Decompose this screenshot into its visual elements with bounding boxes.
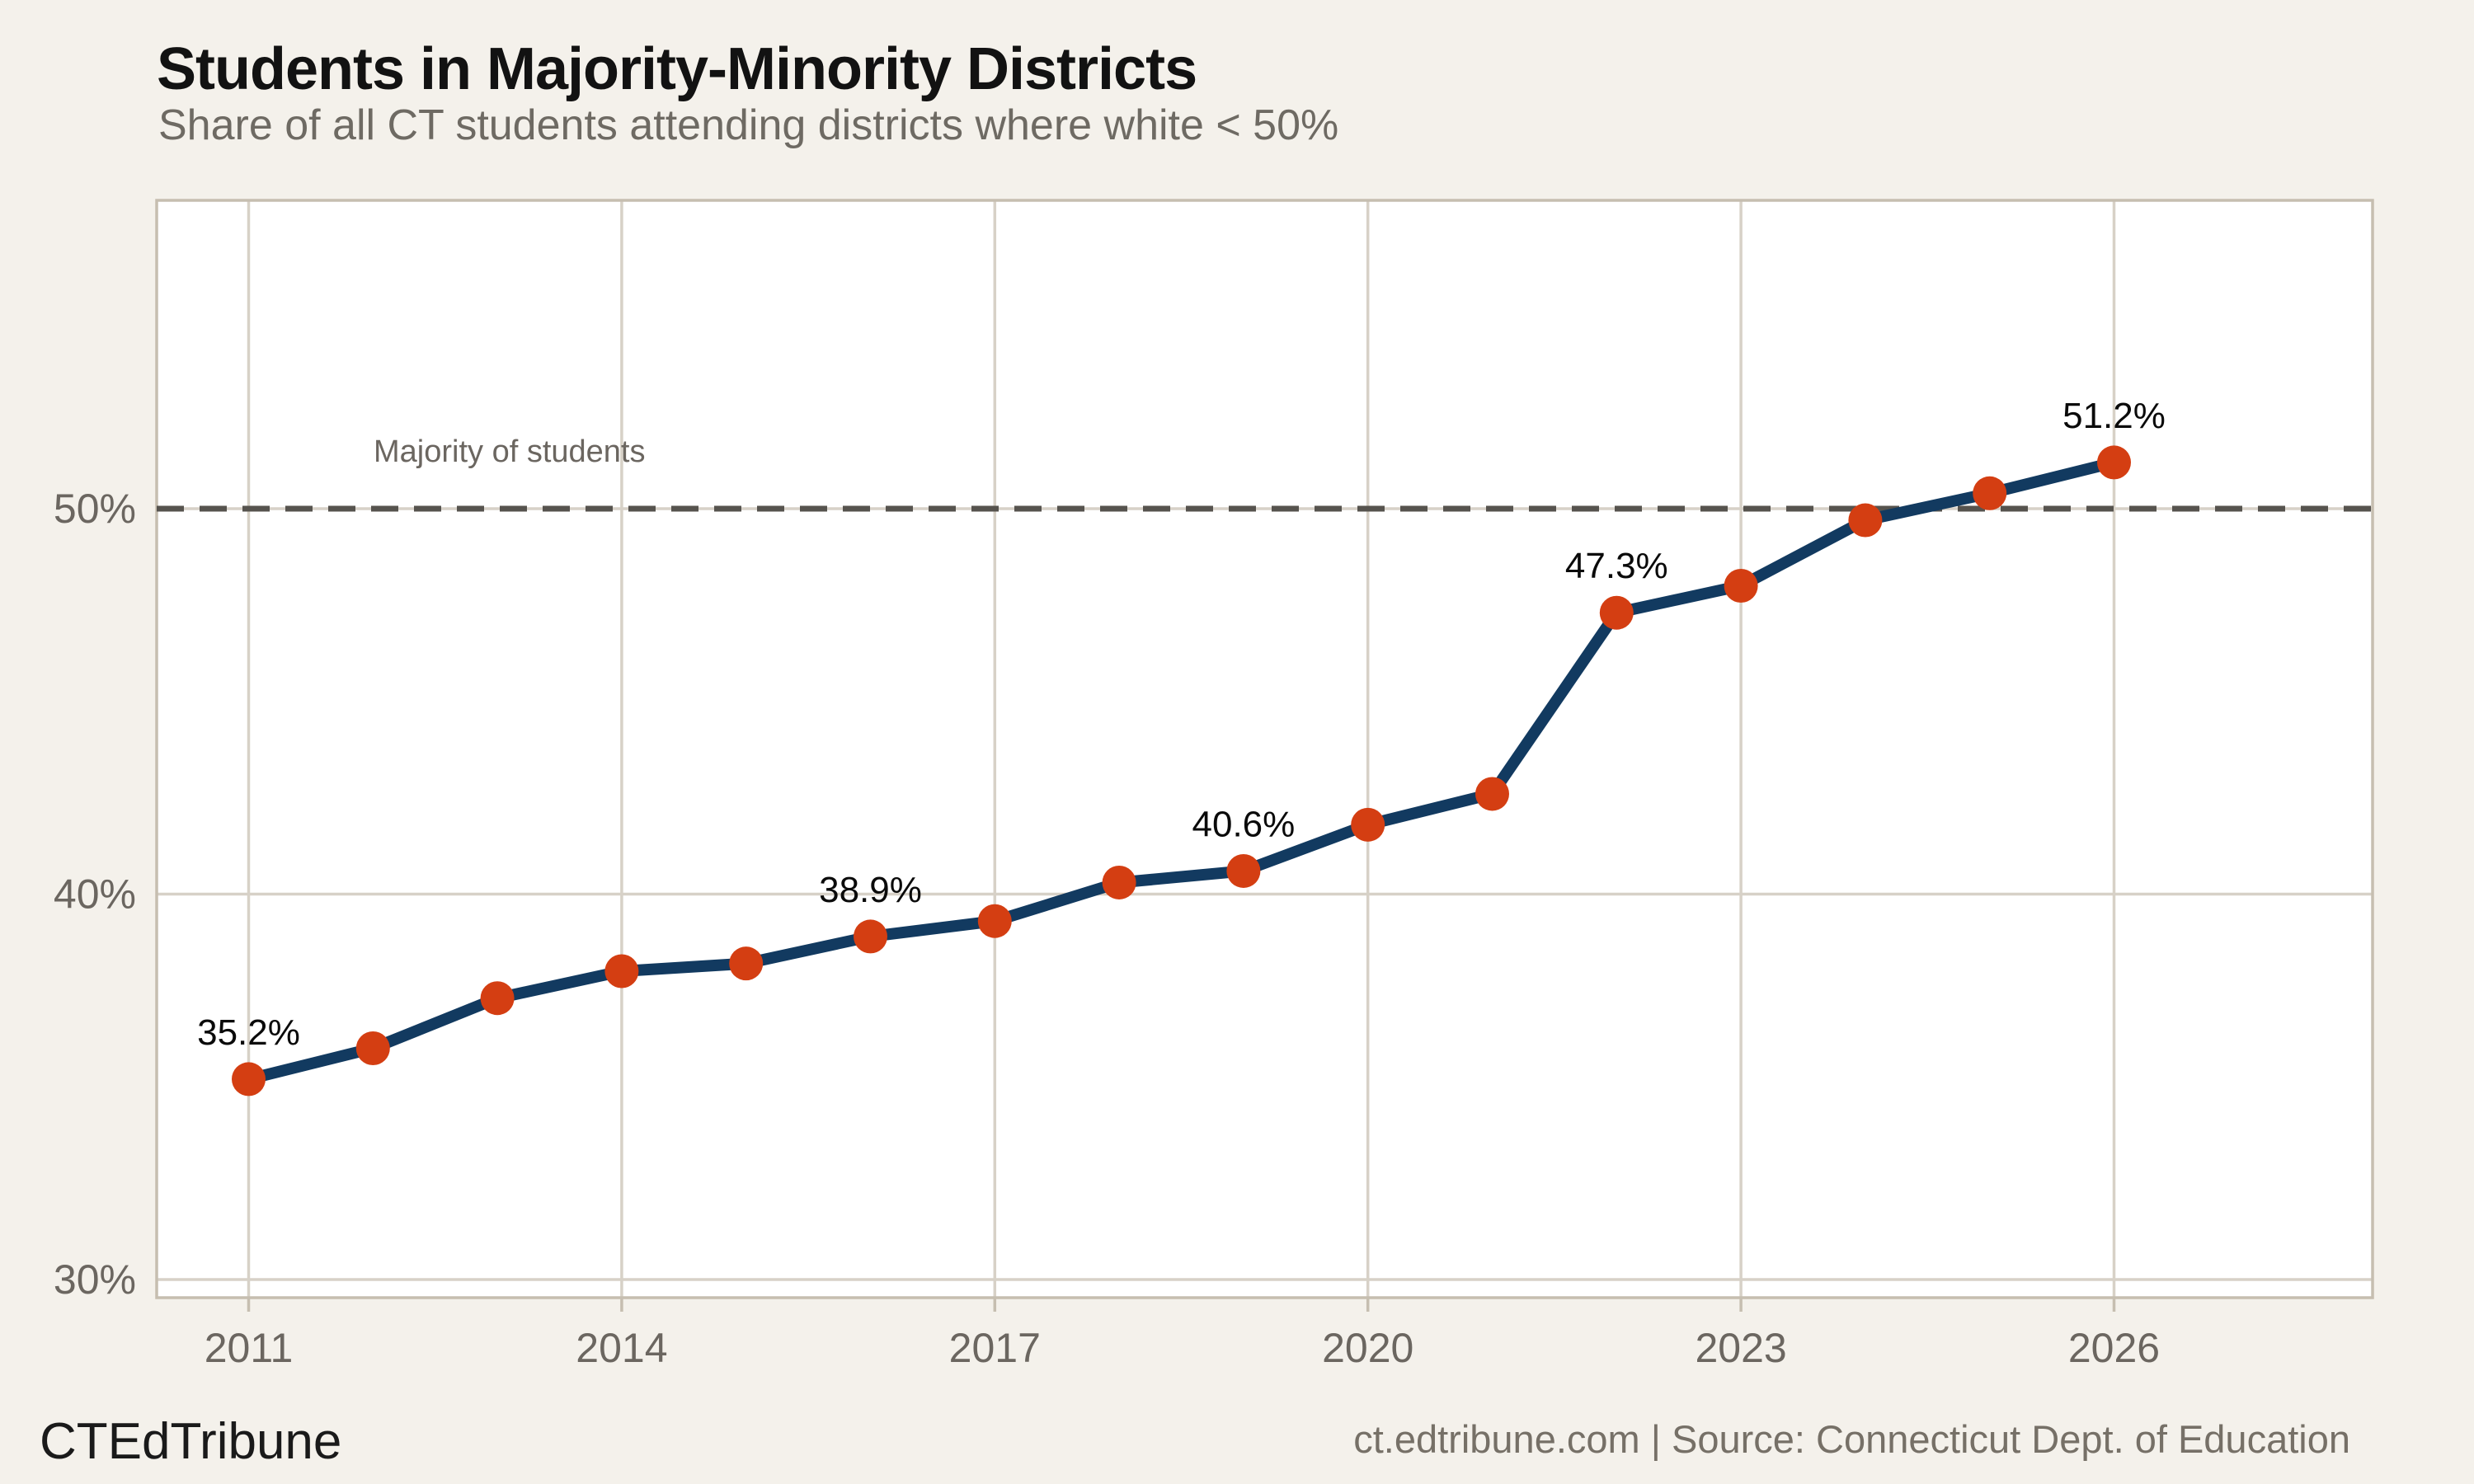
data-point-2025 bbox=[1973, 476, 2007, 510]
majority-annotation: Majority of students bbox=[374, 434, 645, 469]
data-point-2013 bbox=[480, 981, 515, 1016]
chart-title: Students in Majority-Minority Districts bbox=[157, 36, 1197, 102]
data-point-2011 bbox=[232, 1062, 266, 1097]
data-point-2017 bbox=[977, 904, 1012, 938]
x-tick-label-2026: 2026 bbox=[2068, 1325, 2160, 1371]
plot-area bbox=[157, 200, 2373, 1298]
data-point-2018 bbox=[1102, 865, 1136, 899]
value-label-2022: 47.3% bbox=[1565, 546, 1668, 586]
data-point-2026 bbox=[2097, 445, 2131, 480]
data-point-2019 bbox=[1226, 853, 1261, 888]
footer-source: ct.edtribune.com | Source: Connecticut D… bbox=[1353, 1417, 2350, 1461]
x-tick-label-2014: 2014 bbox=[576, 1325, 667, 1371]
plot-border bbox=[155, 199, 2374, 1299]
data-point-2012 bbox=[355, 1031, 390, 1065]
data-point-2024 bbox=[1848, 503, 1883, 538]
y-tick-label-30: 30% bbox=[54, 1256, 136, 1303]
data-point-2015 bbox=[729, 946, 764, 981]
y-tick-label-40: 40% bbox=[54, 871, 136, 918]
data-point-2016 bbox=[854, 919, 887, 954]
data-point-2014 bbox=[604, 954, 639, 989]
value-label-2011: 35.2% bbox=[197, 1012, 300, 1053]
data-point-2021 bbox=[1475, 777, 1509, 811]
data-point-2022 bbox=[1599, 595, 1634, 630]
trend-line bbox=[242, 456, 2120, 1085]
data-point-2020 bbox=[1351, 807, 1385, 842]
data-point-2023 bbox=[1724, 569, 1758, 603]
x-tick-label-2017: 2017 bbox=[949, 1325, 1041, 1371]
chart-subtitle: Share of all CT students attending distr… bbox=[158, 101, 1339, 149]
x-tick-label-2011: 2011 bbox=[205, 1325, 294, 1371]
value-label-2026: 51.2% bbox=[2062, 396, 2166, 436]
x-tick-label-2023: 2023 bbox=[1695, 1325, 1786, 1371]
footer-brand: CTEdTribune bbox=[40, 1413, 342, 1470]
y-tick-label-50: 50% bbox=[54, 486, 136, 532]
value-label-2016: 38.9% bbox=[819, 870, 922, 910]
x-tick-label-2020: 2020 bbox=[1322, 1325, 1413, 1371]
value-label-2019: 40.6% bbox=[1192, 804, 1296, 844]
